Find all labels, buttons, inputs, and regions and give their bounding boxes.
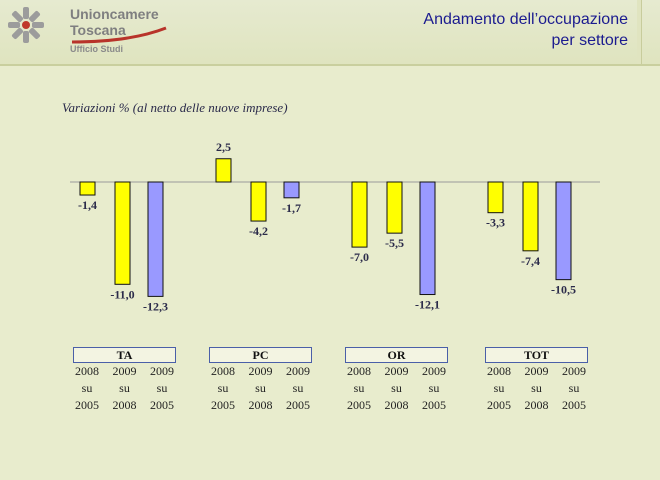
period-text: 2009 <box>562 364 586 378</box>
period-column-0: 2008 su 2005 <box>211 363 235 414</box>
bar-tot-0 <box>487 181 504 214</box>
bar-pc-0 <box>215 158 232 183</box>
period-text: 2005 <box>347 398 371 412</box>
bar-or-0 <box>351 181 368 248</box>
period-text: 2008 <box>524 398 549 412</box>
period-text: 2008 <box>248 398 273 412</box>
data-label-or-2: -12,1 <box>415 298 440 312</box>
bar-pc-2 <box>283 181 300 199</box>
org-name-line1: Unioncamere <box>70 6 159 22</box>
org-name-line2: Toscana <box>70 22 126 38</box>
category-table-pc: PC 2008 su 2005 2009 su 2008 2009 su 2005 <box>209 347 312 414</box>
period-text: su <box>156 381 168 395</box>
category-table-tot: TOT 2008 su 2005 2009 su 2008 2009 su 2005 <box>485 347 588 414</box>
data-label-pc-1: -4,2 <box>249 224 268 238</box>
period-text: 2005 <box>286 398 310 412</box>
bar-or-2 <box>419 181 436 296</box>
unioncamere-logo-icon <box>8 7 44 43</box>
data-label-pc-0: 2,5 <box>216 140 231 154</box>
page-title-line2: per settore <box>551 32 628 49</box>
data-label-pc-2: -1,7 <box>282 201 301 215</box>
period-column-2: 2009 su 2005 <box>286 363 310 414</box>
chart-subtitle: Variazioni % (al netto delle nuove impre… <box>62 100 288 115</box>
period-text: 2005 <box>487 398 511 412</box>
data-label-ta-2: -12,3 <box>143 299 168 313</box>
period-text: 2009 <box>422 364 446 378</box>
data-label-ta-1: -11,0 <box>110 287 134 301</box>
period-text: su <box>493 381 505 395</box>
period-text: 2009 <box>524 364 549 378</box>
period-text: su <box>568 381 580 395</box>
bar-tot-2 <box>555 181 572 281</box>
period-text: su <box>353 381 365 395</box>
period-text: 2005 <box>422 398 446 412</box>
period-text: su <box>391 381 402 395</box>
period-text: su <box>217 381 229 395</box>
header-divider <box>637 0 642 64</box>
period-text: 2005 <box>75 398 99 412</box>
bar-chart: -1,4 -11,0 -12,3 2,5 -4,2 -1,7 -7,0 -5,5 -12,1 -3… <box>70 140 600 313</box>
period-text: 2008 <box>112 398 137 412</box>
period-text: 2008 <box>211 364 235 378</box>
page-title: Andamento dell’occupazione per settore <box>423 9 628 51</box>
data-label-tot-0: -3,3 <box>486 216 505 230</box>
period-column-2: 2009 su 2005 <box>422 363 446 414</box>
period-column-1: 2009 su 2008 <box>113 363 137 414</box>
category-label: TA <box>73 347 176 363</box>
org-name: Unioncamere Toscana <box>70 6 159 38</box>
period-column-0: 2008 su 2005 <box>347 363 371 414</box>
header: Unioncamere Toscana Ufficio Studi Andame… <box>0 0 660 66</box>
period-column-1: 2009 su 2008 <box>525 363 549 414</box>
logo-swoosh-icon <box>71 26 167 44</box>
period-column-0: 2008 su 2005 <box>487 363 511 414</box>
period-text: su <box>292 381 304 395</box>
period-text: 2005 <box>562 398 586 412</box>
period-column-1: 2009 su 2008 <box>249 363 273 414</box>
category-table-or: OR 2008 su 2005 2009 su 2008 2009 su 2005 <box>345 347 448 414</box>
period-text: 2009 <box>248 364 273 378</box>
period-column-1: 2009 su 2008 <box>385 363 409 414</box>
period-text: su <box>255 381 266 395</box>
bar-or-1 <box>386 181 403 234</box>
bar-tot-1 <box>522 181 539 252</box>
period-column-0: 2008 su 2005 <box>75 363 99 414</box>
category-label: PC <box>209 347 312 363</box>
period-text: 2008 <box>75 364 99 378</box>
bar-ta-0 <box>79 181 96 196</box>
page-title-line1: Andamento dell’occupazione <box>423 11 628 28</box>
period-text: su <box>531 381 542 395</box>
period-text: 2005 <box>150 398 174 412</box>
period-text: 2009 <box>384 364 409 378</box>
period-text: su <box>428 381 440 395</box>
data-label-tot-2: -10,5 <box>551 283 576 297</box>
period-text: 2008 <box>487 364 511 378</box>
data-label-or-1: -5,5 <box>385 236 404 250</box>
period-text: 2009 <box>286 364 310 378</box>
period-text: 2008 <box>384 398 409 412</box>
data-label-ta-0: -1,4 <box>78 198 97 212</box>
period-column-2: 2009 su 2005 <box>562 363 586 414</box>
office-name: Ufficio Studi <box>70 44 123 54</box>
category-label: OR <box>345 347 448 363</box>
category-label: TOT <box>485 347 588 363</box>
period-text: su <box>119 381 130 395</box>
period-text: su <box>81 381 93 395</box>
period-text: 2005 <box>211 398 235 412</box>
period-text: 2009 <box>150 364 174 378</box>
period-text: 2008 <box>347 364 371 378</box>
data-label-or-0: -7,0 <box>350 250 369 264</box>
data-label-tot-1: -7,4 <box>521 254 540 268</box>
period-column-2: 2009 su 2005 <box>150 363 174 414</box>
category-table-ta: TA 2008 su 2005 2009 su 2008 2009 su 2005 <box>73 347 176 414</box>
bar-pc-1 <box>250 181 267 222</box>
bar-ta-2 <box>147 181 164 297</box>
bar-ta-1 <box>114 181 131 285</box>
period-text: 2009 <box>112 364 137 378</box>
